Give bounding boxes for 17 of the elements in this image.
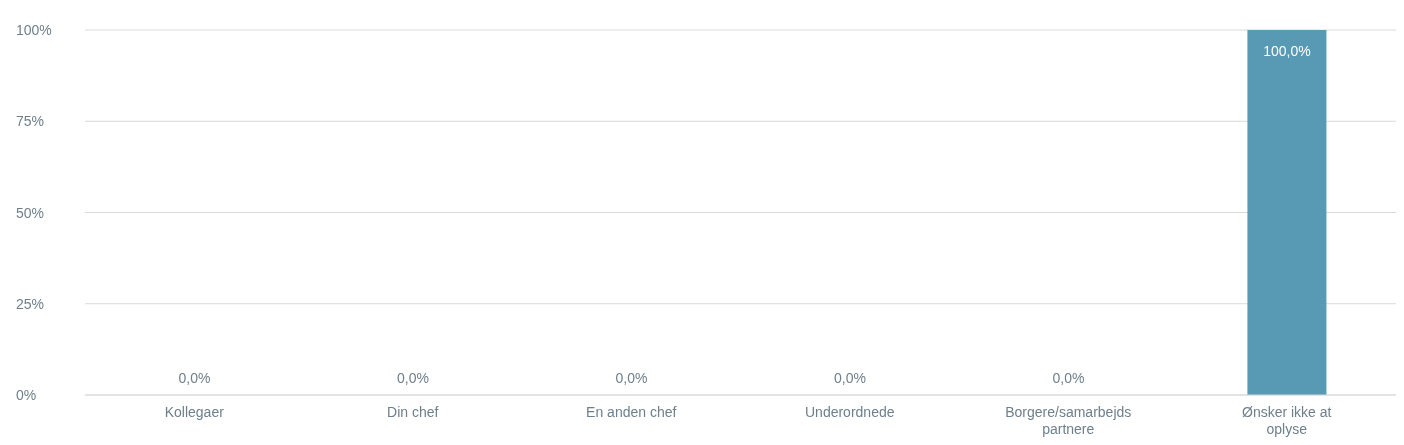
data-label: 0,0% — [396, 370, 429, 386]
x-tick-label: En anden chef — [586, 404, 677, 420]
x-tick-label: Kollegaer — [164, 404, 225, 420]
data-label: 0,0% — [178, 370, 211, 386]
y-tick-label: 25% — [16, 295, 45, 312]
y-tick-label: 75% — [16, 113, 45, 130]
data-label: 0,0% — [1052, 370, 1085, 386]
data-label: 0,0% — [615, 370, 648, 386]
data-label: 100,0% — [1263, 43, 1311, 59]
x-tick-label: Borgere/samarbejds partnere — [1005, 404, 1132, 437]
y-tick-label: 50% — [16, 204, 45, 221]
x-tick-label: Din chef — [387, 404, 439, 420]
data-label: 0,0% — [833, 370, 866, 386]
y-tick-label: 100% — [16, 22, 52, 38]
x-tick-label: Underordnede — [804, 404, 895, 420]
x-tick-label: Ønsker ikke at oplyse — [1242, 404, 1332, 437]
y-tick-label: 0% — [16, 387, 37, 403]
